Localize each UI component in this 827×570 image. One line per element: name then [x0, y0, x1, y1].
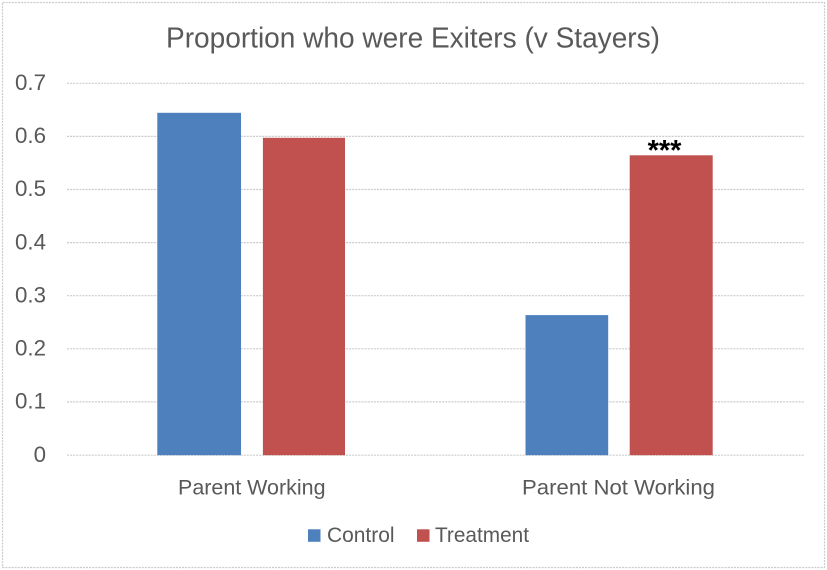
svg-text:0.7: 0.7	[15, 70, 46, 95]
svg-text:Control: Control	[327, 523, 395, 547]
svg-text:Parent Working: Parent Working	[178, 475, 326, 499]
svg-text:0.1: 0.1	[15, 389, 46, 414]
svg-text:Treatment: Treatment	[435, 523, 529, 547]
svg-text:0.5: 0.5	[15, 176, 46, 201]
svg-text:0.3: 0.3	[15, 282, 46, 307]
svg-text:Proportion who were Exiters (v: Proportion who were Exiters (v Stayers)	[166, 23, 660, 55]
svg-text:0.6: 0.6	[15, 123, 46, 148]
svg-text:***: ***	[648, 135, 683, 167]
svg-text:0.4: 0.4	[15, 229, 46, 254]
svg-text:0: 0	[34, 442, 46, 467]
svg-text:Parent Not Working: Parent Not Working	[522, 475, 715, 499]
svg-text:0.2: 0.2	[15, 336, 46, 361]
